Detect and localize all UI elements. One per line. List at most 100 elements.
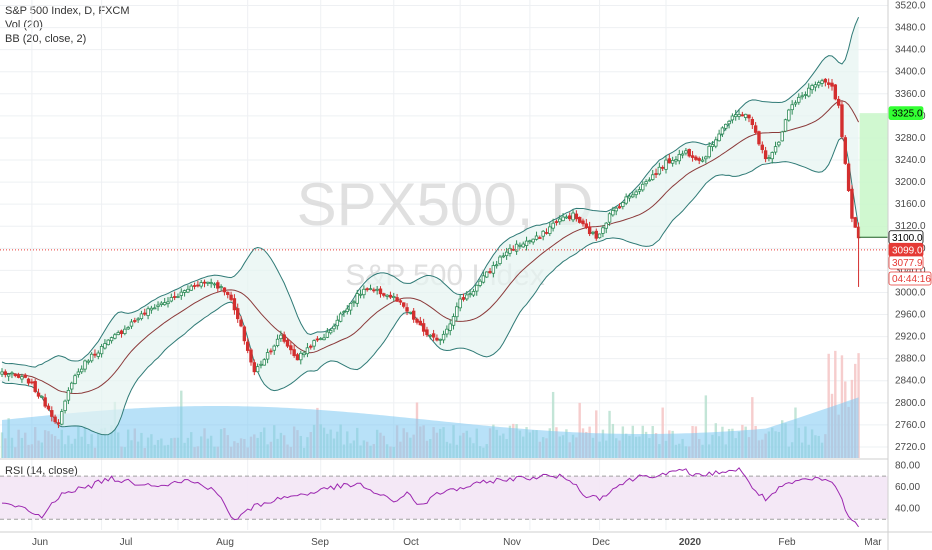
price-tick-label: 2800.0 (895, 398, 926, 409)
volume-bar (834, 350, 837, 458)
candle-body (853, 217, 857, 228)
candle-body (521, 243, 525, 248)
candle-body (694, 156, 698, 160)
candle-body (747, 114, 751, 119)
candle-body (614, 207, 618, 212)
candle-body (571, 212, 575, 221)
candle-body (146, 308, 150, 316)
candle-body (262, 359, 266, 366)
candle-body (272, 345, 276, 351)
candle-body (199, 282, 203, 287)
candle-body (601, 227, 605, 234)
candle-body (119, 330, 124, 335)
price-tick-label: 2760.0 (895, 420, 926, 431)
candle-body (644, 181, 648, 185)
candle-body (455, 306, 459, 318)
candle-body (312, 340, 316, 347)
candle-body (106, 339, 110, 346)
time-tick-label: Oct (403, 537, 419, 548)
candle-body (836, 98, 841, 106)
candle-body (494, 264, 499, 267)
time-tick-label: Sep (311, 537, 329, 548)
candle-body (637, 189, 642, 192)
price-tag-label: 3077.9 (892, 258, 923, 269)
volume-bar (661, 407, 664, 458)
candle-body (594, 230, 598, 239)
candle-body (724, 123, 728, 129)
candle-body (710, 144, 715, 148)
candle-body (192, 285, 197, 287)
candle-body (760, 144, 764, 150)
candle-body (617, 206, 622, 209)
candle-body (93, 353, 97, 356)
price-tick-label: 2840.0 (895, 376, 926, 387)
candle-body (534, 235, 539, 240)
candle-body (657, 166, 662, 175)
candle-body (690, 155, 695, 158)
candle-body (252, 362, 257, 373)
candle-body (388, 294, 393, 298)
candle-body (584, 223, 589, 228)
candle-body (418, 320, 423, 326)
candle-body (826, 82, 831, 85)
candle-body (551, 222, 555, 229)
candle-body (451, 316, 456, 326)
candle-body (352, 301, 356, 304)
candle-body (820, 80, 824, 84)
candle-body (684, 150, 688, 154)
bollinger-indicator-label[interactable]: BB (20, close, 2) (5, 33, 87, 45)
candle-body (36, 392, 41, 397)
rsi-indicator-label[interactable]: RSI (14, close) (5, 465, 78, 477)
candle-body (704, 156, 708, 160)
price-tick-label: 3360.0 (895, 89, 926, 100)
bollinger-basis-line (1, 100, 860, 394)
candle-body (445, 328, 449, 335)
time-tick-label: Aug (216, 537, 234, 548)
candle-body (790, 104, 794, 111)
candle-body (803, 94, 808, 96)
price-tag-label: 04:44:16 (892, 274, 931, 285)
price-tag-box (888, 255, 924, 270)
candle-body (153, 307, 157, 310)
candle-body (402, 302, 406, 307)
symbol-title[interactable]: S&P 500 Index, D, FXCM (5, 5, 130, 17)
candle-body (325, 331, 330, 338)
candle-body (670, 160, 675, 164)
candle-body (338, 313, 343, 322)
candle-body (156, 304, 160, 307)
candle-body (797, 96, 801, 103)
candle-body (787, 109, 791, 121)
candle-body (179, 291, 183, 296)
candle-body (60, 411, 64, 425)
candle-body (202, 281, 207, 284)
candle-body (309, 345, 313, 348)
candle-body (627, 195, 632, 199)
candle-body (368, 288, 373, 291)
time-tick-label: Nov (503, 537, 521, 548)
candle-body (770, 152, 774, 160)
candle-body (607, 213, 612, 223)
candle-body (345, 308, 349, 312)
candle-body (415, 318, 419, 323)
rsi-tick-label: 60.00 (895, 482, 920, 493)
candle-body (611, 210, 615, 216)
price-tick-label: 3160.0 (895, 199, 926, 210)
candle-body (239, 319, 243, 327)
candle-body (265, 352, 270, 360)
candle-body (222, 287, 227, 293)
rsi-band (0, 476, 888, 520)
candle-body (538, 237, 542, 239)
candle-body (365, 288, 369, 291)
candle-body (176, 296, 180, 298)
candle-body (717, 133, 721, 142)
candle-body (289, 345, 293, 351)
candle-body (428, 334, 432, 337)
candle-body (275, 338, 280, 346)
candle-body (561, 216, 565, 222)
candle-body (793, 102, 798, 105)
candle-body (568, 215, 572, 220)
candle-body (833, 84, 838, 100)
candle-body (767, 157, 771, 160)
candle-body (687, 149, 691, 157)
